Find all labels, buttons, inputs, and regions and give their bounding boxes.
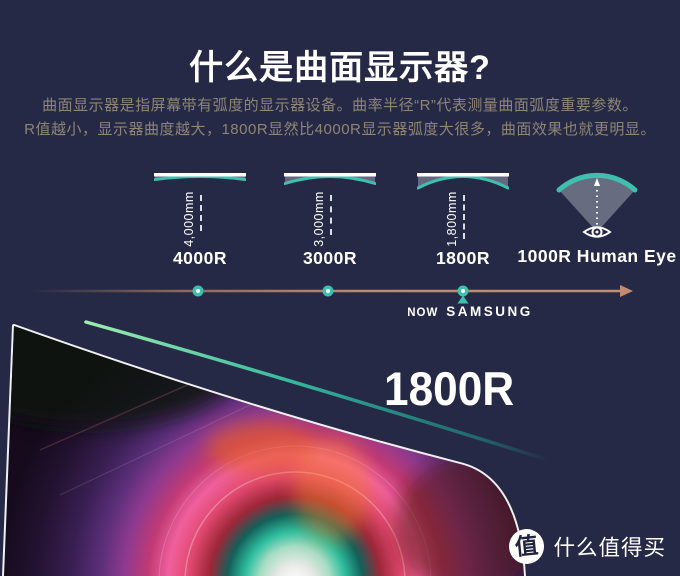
curvature-group-4000r: 4,000mm 4000R — [140, 170, 260, 269]
radius-measure-4000: 4,000mm — [140, 191, 260, 247]
timeline-dot-3000r — [322, 285, 334, 297]
curvature-arc-3000r-icon — [284, 173, 376, 185]
smzdm-site-name: 什么值得买 — [553, 536, 666, 560]
highlight-1800r-text: 1800R — [384, 362, 515, 415]
now-marker-icon — [457, 295, 469, 304]
curvature-group-1000r-human-eye: 1000R Human Eye — [517, 170, 676, 267]
now-samsung-label: NOW SAMSUNG — [396, 304, 544, 319]
curvature-label-1000r: 1000R Human Eye — [517, 246, 677, 266]
arrow-right-icon — [620, 285, 633, 297]
teal-swoosh-icon — [84, 320, 550, 462]
samsung-logo-text: SAMSUNG — [446, 304, 533, 319]
description-line-1: 曲面显示器是指屏幕带有弧度的显示器设备。曲率半径“R”代表测量曲面弧度重要参数。 — [42, 97, 638, 114]
curvature-arc-1800r-icon — [417, 173, 509, 190]
curvature-label-3000r: 3000R — [302, 248, 358, 268]
radius-mm-label: 1,800mm — [445, 191, 459, 247]
radius-mm-label: 4,000mm — [182, 191, 196, 247]
curvature-label-1800r: 1800R — [435, 248, 491, 268]
page-title: 什么是曲面显示器? — [189, 49, 491, 87]
dashed-measure-line — [463, 195, 465, 239]
curvature-label-4000r: 4000R — [172, 248, 228, 268]
radius-measure-3000: 3,000mm — [270, 191, 390, 247]
arrow-up-icon — [594, 178, 600, 186]
timeline-dot-4000r — [192, 285, 204, 297]
timeline-dot-1800r — [457, 285, 469, 297]
smzdm-watermark: 值 什么值得买 — [507, 527, 666, 566]
dashed-measure-line — [330, 195, 332, 235]
timeline-axis — [30, 285, 633, 304]
eye-icon — [582, 226, 612, 238]
description-line-2: R值越小，显示器曲度越大，1800R显然比4000R显示器弧度大很多，曲面效果也… — [24, 120, 656, 138]
curved-monitor-image — [2, 320, 550, 576]
smzdm-badge-icon: 值 — [507, 527, 547, 566]
curvature-arc-4000r-icon — [154, 173, 246, 181]
radius-measure-1800: 1,800mm — [403, 191, 523, 247]
description-text: 曲面显示器是指屏幕带有弧度的显示器设备。曲率半径“R”代表测量曲面弧度重要参数。… — [0, 94, 680, 141]
human-eye-fan-icon — [556, 172, 638, 238]
radius-mm-label: 3,000mm — [312, 191, 326, 247]
now-text: NOW — [407, 307, 439, 319]
curvature-group-1800r: 1,800mm 1800R — [403, 170, 523, 269]
curvature-group-3000r: 3,000mm 3000R — [270, 170, 390, 269]
dashed-measure-line — [200, 195, 202, 231]
